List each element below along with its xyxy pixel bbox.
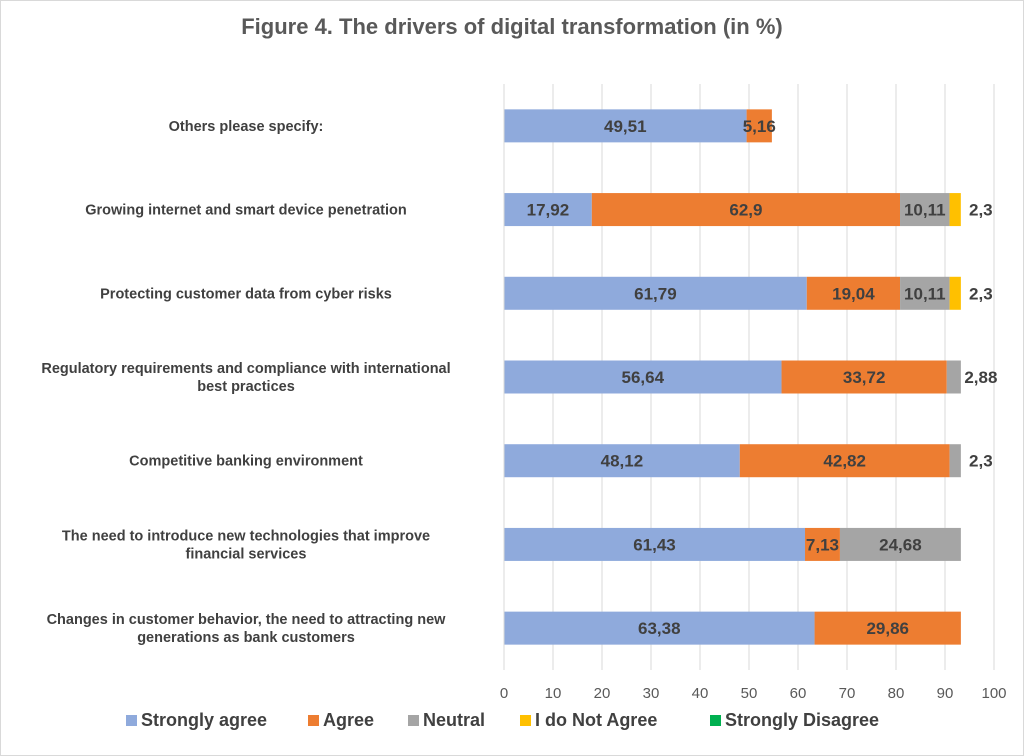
data-label: 2,3 xyxy=(969,284,993,303)
category-label: Growing internet and smart device penetr… xyxy=(85,203,406,219)
data-label: 61,79 xyxy=(634,284,677,303)
category-label: financial services xyxy=(186,546,307,562)
legend-label: Agree xyxy=(323,710,374,730)
x-tick-label: 20 xyxy=(594,685,611,702)
legend-label: Neutral xyxy=(423,710,485,730)
x-tick-label: 70 xyxy=(839,685,856,702)
category-label: best practices xyxy=(197,379,295,395)
x-tick-label: 100 xyxy=(981,685,1006,702)
x-tick-label: 50 xyxy=(741,685,758,702)
legend-swatch xyxy=(520,715,531,726)
chart-title: Figure 4. The drivers of digital transfo… xyxy=(241,14,783,39)
x-tick-label: 0 xyxy=(500,685,508,702)
bar-segment xyxy=(504,109,747,143)
legend-label: Strongly Disagree xyxy=(725,710,879,730)
bar-segment xyxy=(504,444,740,478)
data-label: 10,11 xyxy=(904,201,946,220)
category-label: The need to introduce new technologies t… xyxy=(62,528,430,544)
bar-segment xyxy=(900,193,950,227)
data-label: 56,64 xyxy=(621,368,664,387)
bar-segment xyxy=(504,360,782,394)
x-tick-label: 40 xyxy=(692,685,709,702)
bar-segment xyxy=(949,276,961,310)
bar-segment xyxy=(949,444,961,478)
data-label: 63,38 xyxy=(638,619,681,638)
category-label: Others please specify: xyxy=(169,119,324,135)
category-label: Regulatory requirements and compliance w… xyxy=(41,361,450,377)
bar-segment xyxy=(591,193,901,227)
bar-segment xyxy=(504,611,815,645)
data-label: 29,86 xyxy=(866,619,909,638)
legend-swatch xyxy=(126,715,137,726)
bar-segment xyxy=(739,444,950,478)
bar-segment xyxy=(504,193,592,227)
bar-segment xyxy=(746,109,772,143)
bar-segment xyxy=(806,276,901,310)
category-label: Changes in customer behavior, the need t… xyxy=(47,612,447,628)
bar-segment xyxy=(781,360,947,394)
data-label: 10,11 xyxy=(904,284,946,303)
data-label: 17,92 xyxy=(527,201,570,220)
data-label: 2,88 xyxy=(964,368,997,387)
data-label: 19,04 xyxy=(832,284,875,303)
data-label: 24,68 xyxy=(879,535,922,554)
bar-segment xyxy=(805,527,840,561)
data-label: 61,43 xyxy=(633,535,676,554)
legend-label: I do Not Agree xyxy=(535,710,657,730)
legend-swatch xyxy=(710,715,721,726)
bar-segment xyxy=(504,276,807,310)
x-tick-label: 60 xyxy=(790,685,807,702)
bar-segment xyxy=(839,527,961,561)
category-label: Competitive banking environment xyxy=(129,454,363,470)
data-label: 62,9 xyxy=(729,201,762,220)
data-label: 49,51 xyxy=(604,117,647,136)
legend-label: Strongly agree xyxy=(141,710,267,730)
data-label: 48,12 xyxy=(601,452,644,471)
x-tick-label: 30 xyxy=(643,685,660,702)
category-label: generations as bank customers xyxy=(137,630,355,646)
data-label: 7,13 xyxy=(806,535,839,554)
data-label: 42,82 xyxy=(823,452,866,471)
legend-swatch xyxy=(408,715,419,726)
bar-segment xyxy=(946,360,961,394)
x-tick-label: 10 xyxy=(545,685,562,702)
bar-segment xyxy=(504,527,806,561)
data-label: 2,3 xyxy=(969,201,993,220)
legend-swatch xyxy=(308,715,319,726)
data-label: 2,3 xyxy=(969,452,993,471)
x-tick-label: 90 xyxy=(937,685,954,702)
bar-segment xyxy=(900,276,950,310)
bar-segment xyxy=(949,193,961,227)
data-label: 5,16 xyxy=(743,117,776,136)
category-label: Protecting customer data from cyber risk… xyxy=(100,286,392,302)
bar-segment xyxy=(814,611,961,645)
data-label: 33,72 xyxy=(843,368,886,387)
x-tick-label: 80 xyxy=(888,685,905,702)
